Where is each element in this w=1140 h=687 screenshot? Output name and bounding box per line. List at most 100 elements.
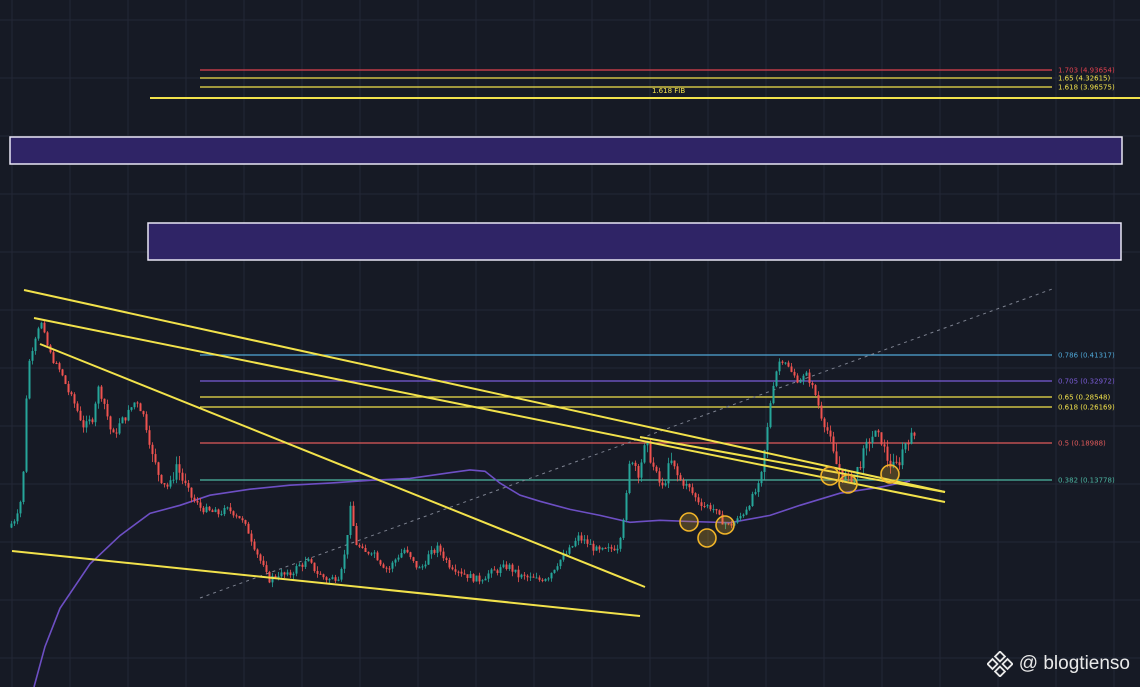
candle-down <box>730 523 733 526</box>
candle-down <box>517 569 520 578</box>
candle-down <box>106 404 109 417</box>
candle-up <box>37 328 40 339</box>
candle-down <box>697 497 700 503</box>
candle-up <box>751 493 754 506</box>
low-circle <box>838 474 858 494</box>
candle-up <box>565 553 568 555</box>
candle-up <box>133 402 136 408</box>
candle-down <box>190 487 193 498</box>
candle-down <box>385 567 388 569</box>
fib-label-1.703: 1.703 (4.93654) <box>1058 67 1115 75</box>
candle-down <box>283 572 286 575</box>
candle-down <box>532 576 535 578</box>
candle-down <box>238 516 241 519</box>
candle-down <box>793 371 796 376</box>
candle-down <box>262 560 265 566</box>
candle-up <box>214 509 217 512</box>
candle-down <box>412 557 415 561</box>
candle-down <box>148 430 151 445</box>
candle-up <box>19 501 22 514</box>
candle-down <box>46 332 49 346</box>
candle-down <box>244 520 247 524</box>
candle-up <box>220 514 223 516</box>
candle-down <box>70 392 73 395</box>
candle-up <box>802 375 805 381</box>
candle-down <box>157 462 160 475</box>
candle-up <box>535 577 538 579</box>
candle-down <box>658 471 661 483</box>
candle-down <box>790 366 793 372</box>
candle-up <box>874 430 877 437</box>
low-circle <box>715 515 735 535</box>
candle-down <box>451 567 454 570</box>
candle-up <box>520 574 523 578</box>
candle-up <box>865 441 868 449</box>
candle-up <box>205 506 208 513</box>
candle-down <box>463 573 466 575</box>
candle-up <box>277 576 280 578</box>
candle-up <box>748 506 751 510</box>
candle-up <box>430 550 433 555</box>
candle-up <box>646 441 649 446</box>
candle-up <box>40 322 43 329</box>
candle-down <box>829 430 832 437</box>
trendline-2 <box>33 317 946 503</box>
candle-up <box>742 514 745 517</box>
candle-up <box>436 545 439 553</box>
candle-up <box>397 557 400 560</box>
candle-down <box>199 502 202 508</box>
candle-up <box>574 540 577 547</box>
candle-up <box>280 572 283 577</box>
candle-up <box>484 578 487 581</box>
candle-up <box>499 567 502 573</box>
candle-up <box>904 443 907 450</box>
candle-down <box>151 444 154 455</box>
candle-up <box>502 564 505 568</box>
candle-up <box>22 471 25 502</box>
candle-up <box>529 576 532 578</box>
candle-up <box>427 554 430 565</box>
candle-up <box>169 480 172 487</box>
candle-up <box>862 448 865 469</box>
candle-down <box>526 575 529 578</box>
fib-label-0.382: 0.382 (0.13778) <box>1058 477 1115 485</box>
candle-down <box>511 564 514 572</box>
candle-down <box>613 548 616 551</box>
candle-down <box>655 466 658 472</box>
candle-down <box>82 420 85 428</box>
candle-up <box>844 474 847 481</box>
candle-down <box>466 574 469 578</box>
candle-down <box>160 474 163 484</box>
candle-up <box>130 407 133 410</box>
candle-up <box>328 579 331 581</box>
candle-down <box>895 461 898 463</box>
candle-up <box>571 546 574 548</box>
candle-down <box>52 352 55 363</box>
candle-down <box>58 363 61 370</box>
candle-up <box>403 549 406 554</box>
candle-up <box>775 371 778 386</box>
candle-down <box>187 483 190 488</box>
candle-down <box>382 564 385 568</box>
lower-zone <box>147 222 1122 261</box>
candle-up <box>616 548 619 551</box>
candle-down <box>100 386 103 399</box>
candle-down <box>265 565 268 572</box>
candle-down <box>355 526 358 545</box>
candle-up <box>640 462 643 478</box>
fib-label-0.65: 0.65 (0.28548) <box>1058 394 1110 402</box>
candle-down <box>241 518 244 521</box>
candle-down <box>604 547 607 549</box>
candle-up <box>607 547 610 549</box>
candle-up <box>667 463 670 484</box>
candle-down <box>313 562 316 571</box>
candle-down <box>379 560 382 565</box>
projection-dashed-line <box>199 287 1056 599</box>
candle-down <box>361 546 364 548</box>
candle-down <box>598 546 601 550</box>
candle-down <box>652 462 655 467</box>
candle-up <box>601 547 604 550</box>
fibonacci-labels: 0.382 (0.13778) 0.5 (0.18988) 0.618 (0.261… <box>652 67 1115 485</box>
candle-down <box>439 545 442 552</box>
candle-down <box>136 402 139 404</box>
